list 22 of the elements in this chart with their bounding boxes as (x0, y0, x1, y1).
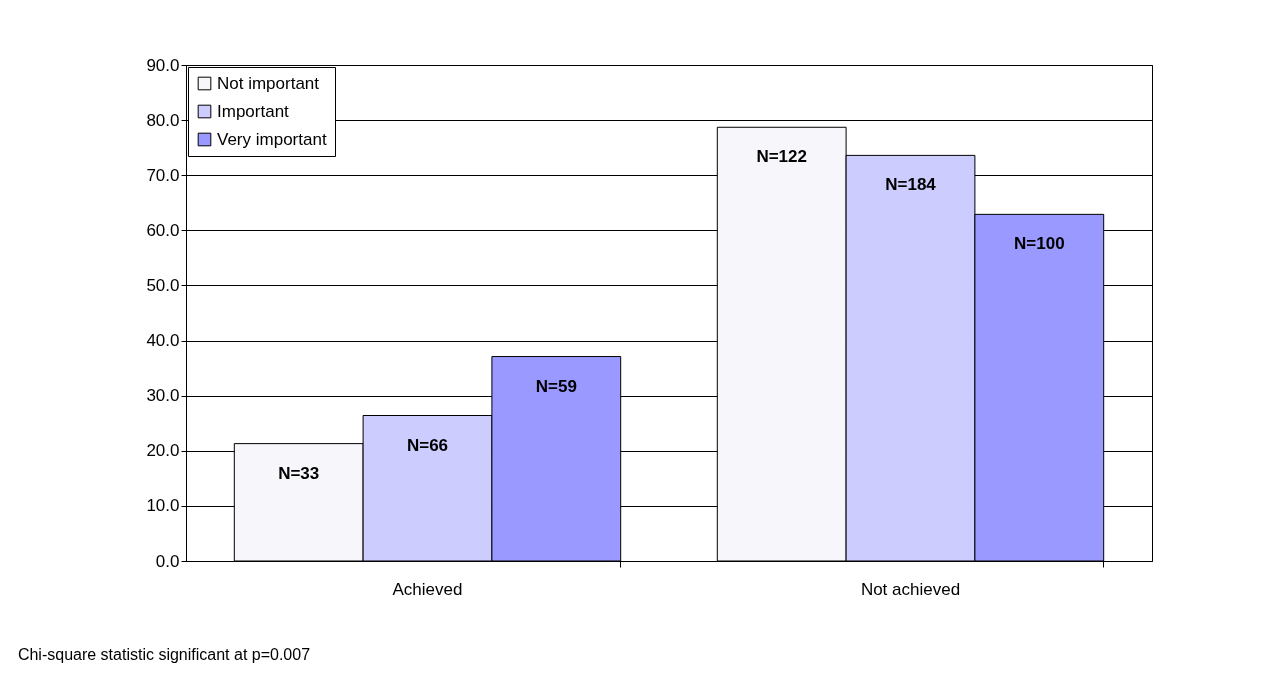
text: Chi-square statistic significant at p=0.007 (17, 646, 311, 663)
annotation: N=184 (885, 175, 937, 195)
y-tick-label: 80.0 (146, 110, 180, 130)
y-tick-label: 90.0 (146, 55, 180, 75)
y-tick-label: 30.0 (146, 386, 180, 406)
x-tick-label: Achieved (392, 579, 463, 599)
x-tick-label: Not achieved (860, 579, 961, 599)
legend-label: Very important (217, 129, 327, 149)
y-tick-label: 50.0 (146, 275, 180, 295)
annotation: N=122 (756, 147, 807, 167)
annotation: N=59 (535, 376, 577, 396)
annotation: N=100 (1014, 234, 1065, 254)
y-tick-label: 70.0 (146, 165, 180, 185)
annotation: N=33 (278, 463, 320, 483)
y-tick-label: 60.0 (146, 220, 180, 240)
y-tick-label: 0.0 (155, 551, 180, 571)
y-tick-label: 20.0 (146, 441, 180, 461)
legend-label: Important (217, 101, 290, 121)
y-tick-label: 10.0 (146, 496, 180, 516)
annotation: N=66 (406, 435, 449, 455)
legend-label: Not important (217, 73, 320, 93)
y-tick-label: 40.0 (146, 331, 180, 351)
